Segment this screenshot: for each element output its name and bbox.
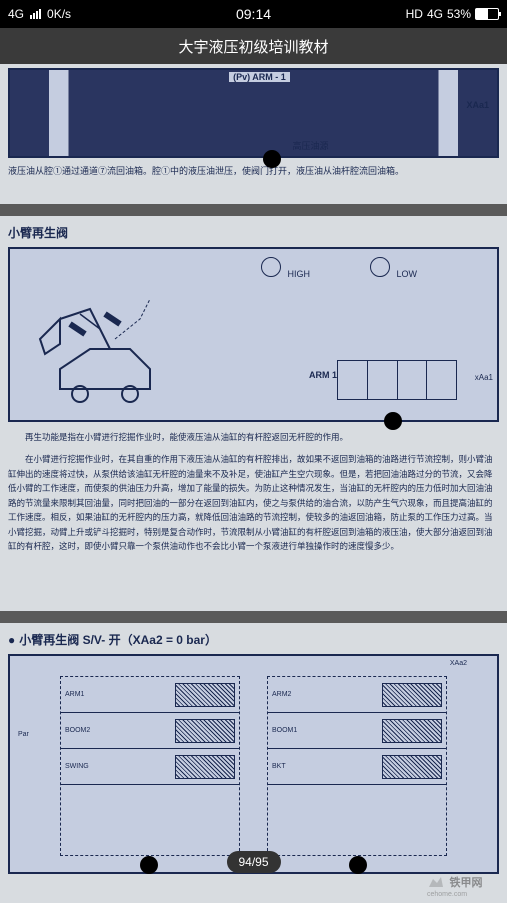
tank-dot-left [140,856,158,874]
boom1-valve-label: BOOM1 [272,727,297,734]
body-para-1: 再生功能是指在小臂进行挖掘作业时，能使液压油从油缸的有杆腔返回无杆腔的作用。 [8,430,499,444]
diagram1-caption: 液压油从腔①通过通道⑦流回油箱。腔①中的液压油泄压，使阀门打开，液压油从油杆腔流… [8,164,499,178]
excavator-icon [30,269,230,409]
signal-type: 4G [427,7,443,21]
arm1-label: ARM 1 [309,370,337,380]
document-viewer[interactable]: (Pv) ARM - 1 XAa1 高压油源 液压油从腔①通过通道⑦流回油箱。腔… [0,64,507,903]
watermark: 铁甲网 cehome.com [427,873,497,895]
boom2-valve-label: BOOM2 [65,727,90,734]
arm-regen-diagram: HIGH LOW ARM 1 [8,247,499,422]
hydraulic-diagram-1: (Pv) ARM - 1 XAa1 高压油源 [8,68,499,158]
page-header: 大宇液压初级培训教材 [0,28,507,64]
low-gauge-icon [370,257,390,277]
watermark-text: 铁甲网 [449,877,482,889]
status-time: 09:14 [236,6,271,22]
battery-icon [475,8,499,20]
valve-symbol-icon [382,683,442,707]
swing-valve-label: SWING [65,763,89,770]
section3-title: 小臂再生阀 S/V- 开（XAa2 = 0 bar） [8,631,499,648]
high-label: HIGH [287,269,310,279]
valve-symbol-icon [175,755,235,779]
body-para-2: 在小臂进行挖掘作业时，在其自重的作用下液压油从油缸的有杆腔排出，故如果不返回到油… [8,452,499,553]
page-title: 大宇液压初级培训教材 [178,36,328,57]
data-speed: 0K/s [47,7,71,21]
valve-symbol-icon [175,719,235,743]
left-valve-bank: ARM1 BOOM2 SWING [60,676,240,856]
document-page-1: (Pv) ARM - 1 XAa1 高压油源 液压油从腔①通过通道⑦流回油箱。腔… [0,64,507,204]
status-bar: 4G 0K/s 09:14 HD 4G 53% [0,0,507,28]
hd-indicator: HD [406,7,423,21]
arm-label: (Pv) ARM - 1 [229,72,290,82]
valve-symbol-icon [382,719,442,743]
arm2-valve-label: ARM2 [272,691,291,698]
signal-bars-icon [30,9,41,19]
par-port: Par [18,731,29,738]
status-left: 4G 0K/s [8,7,71,21]
high-gauge-icon [261,257,281,277]
section2-title: 小臂再生阀 [8,224,499,241]
arm1-valve-label: ARM1 [65,691,84,698]
valve-block [337,360,457,400]
valve-symbol-icon [382,755,442,779]
pressure-gauges: HIGH LOW [261,257,417,279]
watermark-logo-icon [427,873,445,891]
status-right: HD 4G 53% [406,7,499,21]
watermark-url: cehome.com [427,891,497,898]
document-page-2: 小臂再生阀 HIGH LOW [0,216,507,611]
xaa1-port-label: xAa1 [475,373,493,382]
battery-percent: 53% [447,7,471,21]
tank-dot-right [349,856,367,874]
valve-symbol-icon [175,683,235,707]
right-valve-bank: ARM2 BOOM1 BKT [267,676,447,856]
pressure-source-label: 高压油源 [292,139,328,152]
tank-port-dot [384,412,402,430]
xaa2-port: XAa2 [450,660,467,667]
low-label: LOW [396,269,417,279]
page-counter: 94/95 [226,851,280,873]
hydraulic-schematic: XAa2 Par ARM1 BOOM2 SWING [8,654,499,874]
xaa1-label: XAa1 [466,100,489,110]
network-type: 4G [8,7,24,21]
bkt-valve-label: BKT [272,763,286,770]
